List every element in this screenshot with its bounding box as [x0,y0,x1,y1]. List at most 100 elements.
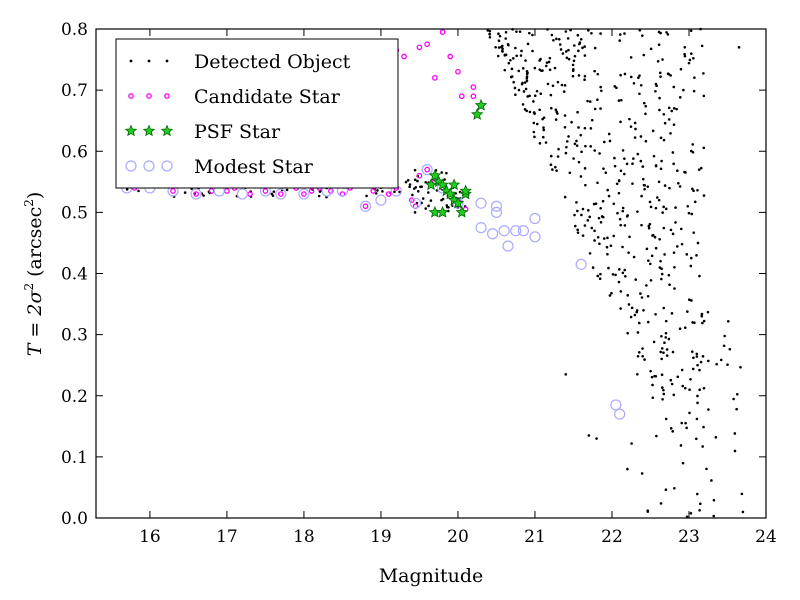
detected-object-point [687,61,691,65]
detected-object-point [523,108,527,111]
detected-object-point [667,118,671,121]
detected-object-point [579,37,583,41]
detected-object-point [660,267,663,271]
legend-marker-star [124,124,174,137]
detected-object-point [630,306,634,310]
detected-object-point [599,272,602,276]
detected-object-point [626,331,629,335]
detected-object-point [579,175,583,178]
detected-object-point [645,247,649,251]
detected-object-point [692,89,696,93]
detected-object-point [701,355,705,358]
detected-object-point [642,101,646,105]
detected-object-point [683,52,686,56]
detected-object-point [634,278,638,281]
detected-object-point [616,211,619,215]
detected-object-point [699,360,703,364]
detected-object-point [710,479,713,482]
detected-object-point [676,181,680,185]
detected-object-point [669,132,672,135]
y-axis-label-unit-exponent: 2 [22,199,36,207]
detected-object-point [629,56,633,59]
x-tick-label: 18 [293,527,315,547]
detected-object-point [627,303,631,306]
detected-object-point [619,120,622,124]
detected-object-point [520,82,524,86]
detected-object-point [660,334,663,338]
detected-object-point [440,171,444,174]
detected-object-point [501,49,504,53]
modest-star-point [409,197,422,209]
detected-object-point [572,157,575,160]
detected-object-point [486,29,490,32]
detected-object-point [659,350,663,354]
detected-object-point [621,209,625,213]
modest-star-point [375,194,387,206]
detected-object-point [597,216,601,220]
detected-object-point [577,126,580,129]
y-tick-label: 0.5 [61,203,88,223]
detected-object-point [659,167,663,171]
detected-object-point [689,29,693,33]
legend-psf-marker [160,124,174,137]
detected-object-point [599,32,602,35]
detected-object-point [665,348,669,351]
detected-object-point [707,359,710,363]
modest-star-point [475,197,487,209]
detected-object-point [662,138,666,142]
detected-object-point [590,226,594,230]
detected-object-point [619,307,622,310]
detected-object-point [735,407,738,411]
detected-object-point [608,139,612,143]
detected-object-point [558,43,562,46]
detected-object-point [649,47,653,51]
detected-object-point [563,125,567,129]
candidate-star-point [455,68,461,75]
legend-label-detected: Detected Object [194,51,351,73]
detected-object-point [695,254,698,257]
detected-object-point [696,188,699,192]
detected-object-point [568,171,572,175]
detected-object-point [541,69,544,72]
detected-object-point [692,189,695,193]
detected-object-point [504,37,507,40]
detected-object-point [628,235,631,239]
detected-object-point [559,48,563,51]
detected-object-point [577,49,580,53]
detected-object-point [497,32,500,36]
detected-object-point [532,130,536,134]
detected-object-point [619,290,623,293]
detected-object-point [674,206,677,209]
detected-object-point [601,199,605,203]
detected-object-point [560,83,564,87]
detected-object-point [599,220,603,224]
detected-object-point [554,165,557,169]
x-tick-label: 23 [678,527,700,547]
detected-object-point [684,171,687,174]
detected-object-point [634,127,637,131]
detected-object-point [669,427,673,430]
psf-star-point [459,184,472,197]
detected-object-point [683,54,687,58]
candidate-star-point [262,188,269,194]
detected-object-point [702,386,706,390]
detected-object-point [648,200,652,204]
detected-object-point [618,39,621,42]
detected-object-point [575,201,578,204]
detected-object-point [526,95,529,98]
detected-object-point [612,202,616,206]
legend-modest-marker [161,160,173,172]
detected-object-point [621,206,625,210]
detected-object-point [686,310,689,313]
detected-object-point [664,417,668,421]
detected-object-point [557,37,561,41]
detected-object-point [678,327,682,331]
detected-object-point [554,118,558,121]
detected-object-point [623,32,626,35]
detected-object-point [641,177,645,181]
detected-object-point [639,159,643,163]
detected-object-point [503,54,507,57]
detected-object-point [667,106,671,110]
detected-object-point [413,211,417,214]
